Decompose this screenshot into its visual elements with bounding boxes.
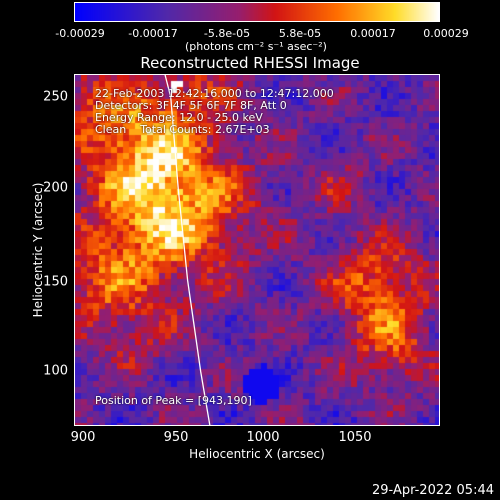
solar-limb-curve [164,75,211,425]
x-tick-label: 950 [163,430,189,445]
x-tick-label: 1050 [338,430,372,445]
info-energy-range: Energy Range: 12.0 - 25.0 keV [95,111,263,124]
x-tick-label: 900 [70,430,96,445]
peak-position-label: Position of Peak = [943,190] [95,394,252,407]
y-tick-label: 200 [43,180,68,196]
colorbar-tick-label: -5.8e-05 [203,27,251,40]
chart-title: Reconstructed RHESSI Image [140,54,360,72]
info-time-range: 22-Feb-2003 12:42:16.000 to 12:47:12.000 [95,87,334,100]
info-total-counts: Clean Total Counts: 2.67E+03 [95,123,270,136]
colorbar [74,2,440,22]
plot-area: 22-Feb-2003 12:42:16.000 to 12:47:12.000… [74,74,440,426]
info-detectors: Detectors: 3F 4F 5F 6F 7F 8F, Att 0 [95,99,287,112]
colorbar-tick-label: 5.8e-05 [278,27,322,40]
x-tick-label: 1000 [246,430,280,445]
colorbar-tick-label: 0.00017 [350,27,396,40]
y-tick-label: 250 [43,89,68,105]
y-tick-label: 150 [43,274,68,290]
colorbar-tick-label: -0.00029 [55,27,105,40]
colorbar-units: (photons cm⁻² s⁻¹ asec⁻²) [185,40,327,53]
x-axis-label: Heliocentric X (arcsec) [189,447,325,461]
y-tick-label: 100 [43,363,68,379]
timestamp: 29-Apr-2022 05:44 [372,483,494,498]
y-axis-label: Heliocentric Y (arcsec) [31,182,45,318]
colorbar-tick-label: 0.00029 [423,27,469,40]
heatmap-image [75,75,439,425]
colorbar-tick-label: -0.00017 [128,27,178,40]
